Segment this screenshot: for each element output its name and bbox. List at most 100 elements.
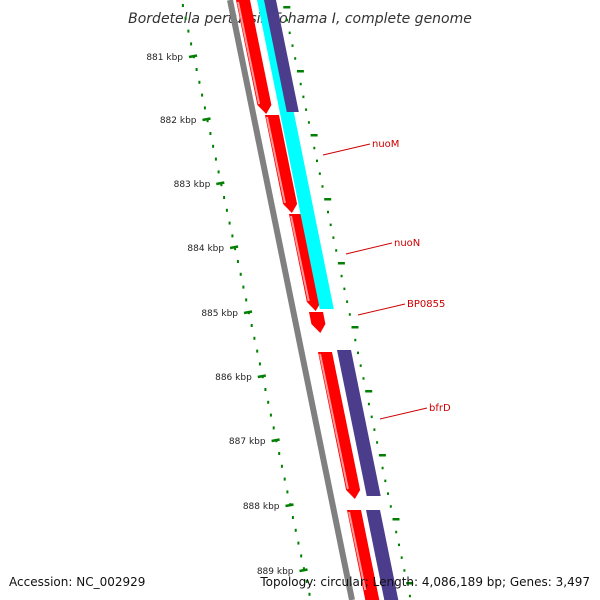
ruler-minor-tick (291, 516, 294, 519)
purple-feature-band (366, 510, 399, 600)
right-tick (340, 274, 343, 278)
gene-label-nuoN: nuoN (394, 238, 420, 249)
ruler-major-tick (229, 245, 239, 250)
right-tick (310, 134, 318, 137)
cds-arrow (265, 115, 298, 213)
ruler-major-tick (188, 54, 198, 59)
right-tick (408, 594, 411, 598)
right-tick (392, 518, 400, 521)
right-tick (348, 313, 351, 316)
genome-info-text: Topology: circular; Length: 4,086,189 bp… (259, 575, 590, 589)
ruler-minor-tick (206, 119, 209, 123)
right-tick (389, 505, 392, 508)
right-tick (367, 402, 370, 406)
ruler-minor-tick (269, 413, 272, 417)
cyan-feature-band (257, 0, 334, 309)
ruler-major-tick (216, 181, 225, 186)
right-tick (302, 95, 305, 99)
ruler-minor-tick (203, 106, 206, 110)
ruler-minor-tick (234, 247, 237, 251)
label-leader-nuoM (322, 143, 371, 156)
right-tick (373, 428, 376, 431)
gene-label-BP0855: BP0855 (407, 299, 445, 310)
ruler-minor-tick (242, 285, 245, 289)
ruler-minor-tick (264, 388, 267, 391)
ruler-minor-tick (214, 157, 217, 161)
right-tick (327, 210, 329, 214)
purple-feature-band (337, 350, 381, 496)
feature-tracks (236, 0, 399, 600)
ruler-minor-tick (250, 324, 253, 327)
ruler-minor-tick (198, 80, 201, 84)
ruler-minor-tick (305, 580, 308, 583)
ruler-minor-tick (184, 16, 187, 20)
ruler-major-tick (299, 568, 308, 573)
genome-backbone (227, 0, 355, 600)
right-tick (370, 415, 373, 419)
cds-arrow (289, 214, 321, 311)
right-tick (384, 479, 387, 483)
ruler-minor-tick (286, 490, 289, 494)
cds-arrow (236, 0, 272, 114)
purple-feature-band (264, 0, 299, 112)
right-tick (351, 326, 359, 329)
cds-arrow-highlight (348, 511, 367, 591)
ruler-minor-tick (300, 554, 303, 558)
right-tick (337, 262, 345, 265)
cds-arrow-highlight (266, 116, 286, 204)
ruler-major-tick (243, 310, 253, 315)
right-tick (305, 108, 308, 111)
right-tick (381, 466, 384, 470)
ruler-tick-label: 885 kbp (201, 309, 238, 319)
right-tick (335, 249, 338, 252)
right-tick (291, 44, 294, 47)
right-tick (296, 70, 304, 73)
right-tick (365, 390, 373, 393)
right-tick (316, 159, 318, 163)
ruler-minor-tick (228, 221, 231, 225)
ruler-minor-tick (209, 132, 212, 135)
cds-arrow (309, 312, 326, 333)
cds-arrow-highlight (237, 1, 261, 105)
cds-arrow (347, 510, 380, 600)
ruler-minor-tick (217, 170, 220, 174)
right-tick (378, 454, 386, 457)
right-tick (299, 82, 302, 86)
ruler-tick-label: 887 kbp (229, 437, 266, 447)
right-tick (324, 198, 332, 201)
right-tick-line (283, 6, 414, 598)
label-leader-nuoN (345, 242, 393, 255)
ruler-tick-label: 881 kbp (146, 53, 183, 63)
right-tick (387, 492, 389, 495)
right-tick (400, 556, 403, 559)
ruler-minor-tick (181, 4, 184, 7)
right-tick (286, 18, 288, 22)
right-tick (357, 351, 359, 355)
ruler-minor-tick (294, 528, 297, 532)
right-tick (313, 146, 316, 150)
label-leader-BP0855 (357, 303, 406, 316)
accession-text: Accession: NC_002929 (9, 575, 145, 589)
ruler-minor-tick (267, 400, 270, 404)
ruler-minor-tick (258, 362, 261, 366)
right-tick (346, 300, 349, 303)
ruler-minor-tick (223, 196, 226, 199)
right-tick (359, 364, 362, 367)
cds-arrow-highlight (290, 215, 310, 302)
ruler-minor-tick (272, 426, 275, 430)
genome-title: Bordetella pertussis Tohama I, complete … (128, 11, 472, 27)
ruler-minor-tick (212, 144, 215, 148)
label-leader-bfrD (379, 407, 428, 420)
right-tick (321, 185, 324, 188)
ruler-minor-tick (308, 592, 311, 596)
ruler-major-tick (271, 438, 280, 443)
gene-label-bfrD: bfrD (429, 403, 451, 414)
ruler-tick-label: 883 kbp (174, 180, 211, 190)
gene-label-nuoM: nuoM (372, 139, 399, 150)
right-tick (343, 287, 346, 291)
ruler-minor-tick (187, 29, 190, 33)
ruler-minor-tick (239, 272, 242, 276)
ruler-dotted-line (181, 4, 311, 596)
ruler-minor-tick (253, 336, 256, 340)
